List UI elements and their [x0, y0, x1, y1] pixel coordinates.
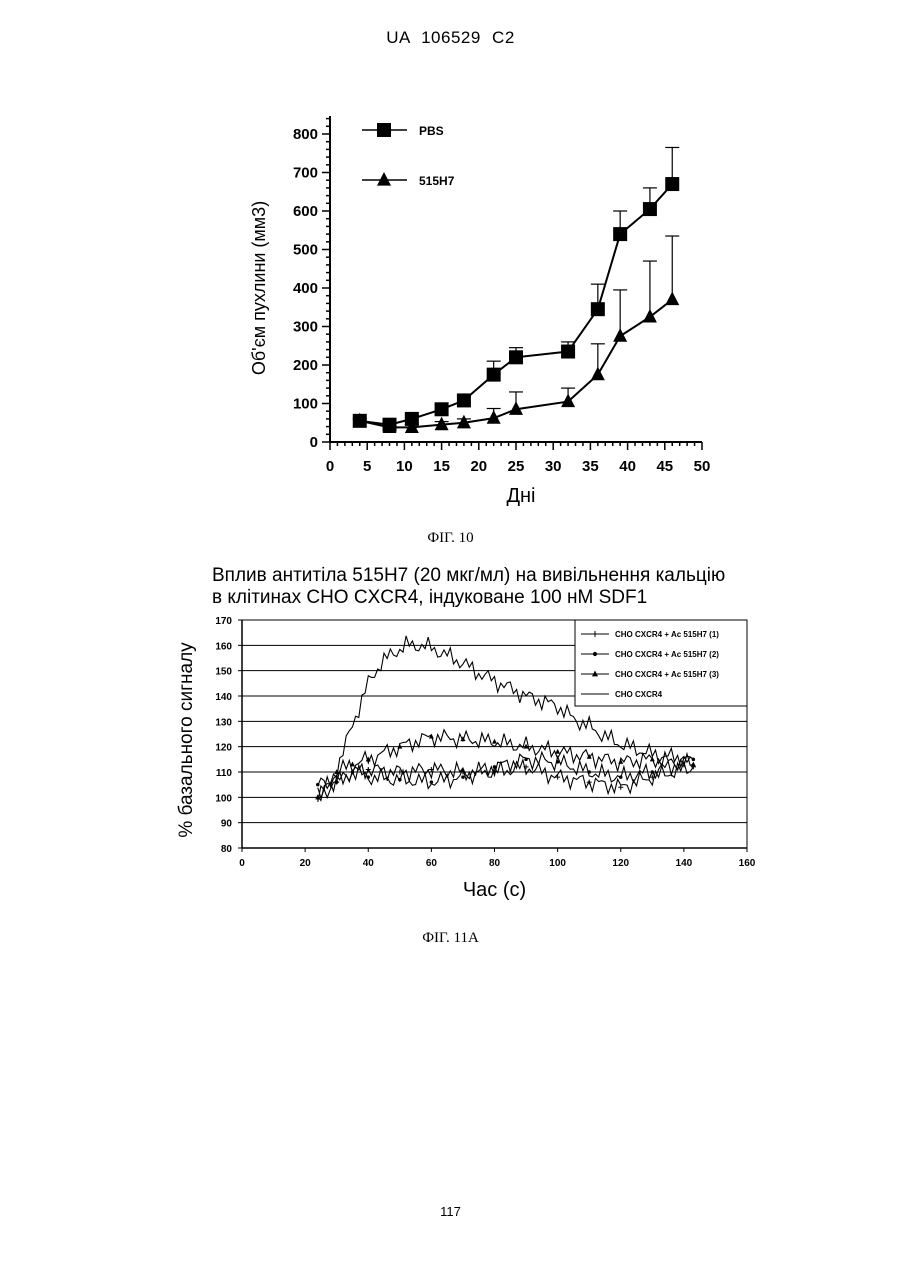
x-tick-label: 5 [363, 458, 371, 475]
data-point [435, 402, 449, 416]
data-point [316, 783, 320, 787]
y-tick-label: 100 [215, 793, 232, 804]
y-tick-label: 500 [293, 242, 318, 259]
data-point [367, 775, 371, 779]
data-point [561, 394, 575, 408]
series-line [318, 730, 694, 802]
data-point [555, 775, 560, 780]
data-point [524, 758, 528, 762]
legend-label: CHO CXCR4 [615, 690, 663, 699]
data-point [665, 292, 679, 306]
data-point [651, 770, 655, 774]
data-point [591, 302, 605, 316]
y-tick-label: 100 [293, 396, 318, 413]
x-tick-label: 100 [549, 858, 566, 869]
x-tick-label: 35 [582, 458, 599, 475]
y-tick-label: 300 [293, 319, 318, 336]
data-point [556, 760, 560, 764]
tumor-volume-chart: 0510152025303540455001002003004005006007… [230, 100, 730, 515]
x-tick-label: 160 [739, 858, 756, 869]
x-tick-label: 40 [363, 858, 375, 869]
x-tick-label: 40 [619, 458, 636, 475]
data-point [643, 202, 657, 216]
y-axis-label: % базального сигналу [176, 642, 197, 838]
data-point [493, 765, 497, 769]
y-tick-label: 120 [215, 743, 232, 754]
data-point [643, 309, 657, 323]
x-tick-label: 0 [326, 458, 334, 475]
data-point [398, 778, 402, 782]
x-axis-label: Час (с) [463, 879, 526, 901]
y-tick-label: 200 [293, 357, 318, 374]
x-tick-label: 0 [239, 858, 245, 869]
y-tick-label: 110 [216, 768, 233, 779]
figure-11a-caption: ФІГ. 11А [0, 930, 901, 947]
y-axis-label: Об'єм пухлини (мм3) [249, 201, 269, 375]
x-tick-label: 80 [489, 858, 501, 869]
data-point [487, 368, 501, 382]
y-tick-label: 600 [293, 203, 318, 220]
legend-label: CHO CXCR4 + Ac 515H7 (1) [615, 630, 719, 639]
data-point [587, 770, 591, 774]
series-515h7 [353, 236, 679, 433]
document-header: UA 106529 C2 [0, 28, 901, 48]
x-axis-label: Дні [506, 485, 535, 507]
page-number: 117 [0, 1204, 901, 1219]
data-point [366, 767, 371, 772]
data-point [691, 762, 696, 767]
y-tick-label: 170 [215, 616, 232, 627]
y-tick-label: 90 [221, 819, 233, 830]
data-point [613, 227, 627, 241]
x-tick-label: 50 [694, 458, 711, 475]
data-point [457, 393, 471, 407]
x-tick-label: 60 [426, 858, 438, 869]
figure-11a-title: Вплив антитіла 515Н7 (20 мкг/мл) на виві… [212, 565, 725, 609]
x-tick-label: 25 [508, 458, 525, 475]
y-tick-label: 0 [310, 434, 318, 451]
legend-marker [593, 652, 597, 656]
calcium-release-chart: 80 90 100 110 120 130 140 150 160 170 0 20 40 60 80 100… [160, 610, 780, 910]
series-line [360, 184, 672, 425]
y-tick-label: 140 [215, 692, 232, 703]
y-tick-label: 700 [293, 165, 318, 182]
data-point [335, 780, 339, 784]
x-tick-label: 45 [656, 458, 673, 475]
legend-marker [377, 123, 391, 137]
legend-label: PBS [419, 124, 444, 138]
x-tick-label: 15 [433, 458, 450, 475]
data-point [430, 780, 434, 784]
legend-label: 515H7 [419, 174, 455, 188]
x-tick-label: 20 [300, 858, 312, 869]
data-point [591, 367, 605, 381]
data-point [461, 775, 465, 779]
legend-label: CHO CXCR4 + Ac 515H7 (3) [615, 670, 719, 679]
data-point [619, 775, 623, 779]
data-point [492, 739, 497, 744]
legend-label: CHO CXCR4 + Ac 515H7 (2) [615, 650, 719, 659]
data-point [555, 749, 560, 754]
series-3 [315, 730, 696, 802]
legend-marker [377, 172, 391, 186]
y-tick-label: 80 [221, 844, 233, 855]
x-tick-label: 140 [676, 858, 693, 869]
data-point [561, 345, 575, 359]
y-tick-label: 130 [215, 717, 232, 728]
y-tick-label: 800 [293, 126, 318, 143]
figure-11a-title-line-1: Вплив антитіла 515Н7 (20 мкг/мл) на виві… [212, 565, 725, 587]
data-point [618, 785, 623, 790]
data-point [613, 328, 627, 342]
series-pbs [353, 147, 679, 431]
data-point [665, 177, 679, 191]
data-point [509, 350, 523, 364]
y-tick-label: 400 [293, 280, 318, 297]
figure-11a-title-line-2: в клітинах CHO CXCR4, індуковане 100 нМ … [212, 587, 725, 609]
x-tick-label: 20 [470, 458, 487, 475]
x-tick-label: 30 [545, 458, 562, 475]
x-tick-label: 120 [612, 858, 629, 869]
y-tick-label: 160 [215, 641, 232, 652]
y-tick-label: 150 [215, 667, 232, 678]
x-tick-label: 10 [396, 458, 413, 475]
figure-10-caption: ФІГ. 10 [0, 530, 901, 547]
